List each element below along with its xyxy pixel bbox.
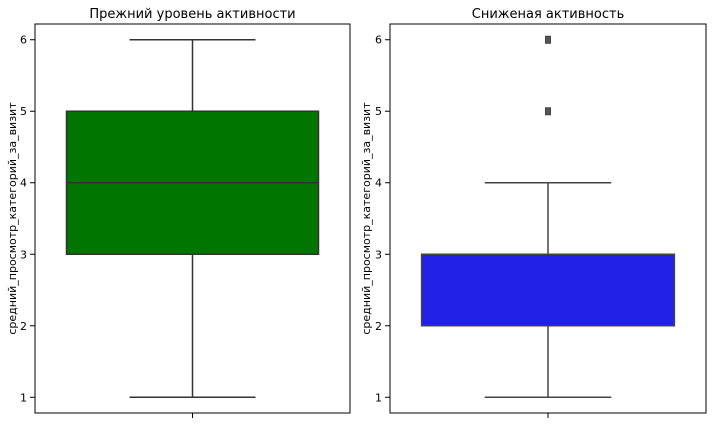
y-tick-label: 3 [375, 248, 382, 261]
y-tick-label: 4 [20, 177, 27, 190]
y-tick-label: 4 [375, 177, 382, 190]
y-tick-label: 2 [20, 320, 27, 333]
y-tick-label: 5 [375, 105, 382, 118]
iqr-box [420, 253, 676, 327]
y-tick-label: 1 [375, 391, 382, 404]
chart-panel-right: Сниженая активность средний_просмотр_кат… [360, 7, 707, 418]
outlier-point [545, 35, 551, 44]
y-axis-label: средний_просмотр_категорий_за_визит [6, 102, 19, 335]
y-tick-label: 6 [375, 34, 382, 47]
outlier-point [545, 107, 551, 116]
y-ticks: 1 2 3 4 5 6 [375, 34, 549, 418]
y-tick-label: 2 [375, 320, 382, 333]
y-tick-label: 3 [20, 248, 27, 261]
y-ticks: 1 2 3 4 5 6 [20, 34, 193, 418]
y-tick-label: 1 [20, 391, 27, 404]
chart-panel-left: Прежний уровень активности средний_просм… [6, 7, 351, 418]
box-plot [420, 35, 676, 399]
y-tick-label: 6 [20, 34, 27, 47]
y-axis-label: средний_просмотр_категорий_за_визит [360, 102, 373, 335]
chart-title: Сниженая активность [472, 7, 625, 22]
chart-title: Прежний уровень активности [89, 7, 295, 22]
box-plot [65, 38, 320, 399]
y-tick-label: 5 [20, 105, 27, 118]
